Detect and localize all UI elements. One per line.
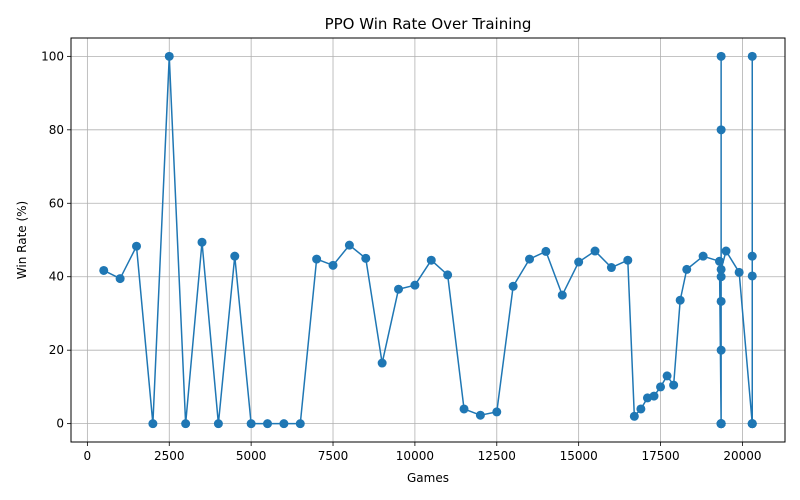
x-tick-label: 2500 [154, 449, 185, 463]
y-axis-label: Win Rate (%) [15, 201, 29, 279]
data-point [606, 263, 616, 273]
data-point [377, 358, 387, 368]
data-point [115, 274, 125, 284]
x-axis-label: Games [407, 471, 449, 485]
data-point [682, 264, 692, 274]
data-point [197, 237, 207, 247]
x-tick-label: 10000 [396, 449, 434, 463]
y-tick-label: 100 [41, 49, 64, 63]
data-point [99, 265, 109, 275]
data-point [132, 241, 142, 251]
x-tick-label: 12500 [478, 449, 516, 463]
y-axis-ticks: 0 20 40 60 80 100 [41, 49, 71, 431]
data-point [525, 254, 535, 264]
data-point [328, 260, 338, 270]
data-point [747, 51, 757, 61]
data-point [721, 246, 731, 256]
data-point [623, 255, 633, 265]
data-point [148, 419, 158, 429]
series-win-rate [99, 51, 757, 429]
y-tick-label: 0 [56, 417, 64, 431]
y-tick-label: 60 [49, 196, 64, 210]
data-point [312, 254, 322, 264]
y-tick-label: 80 [49, 123, 64, 137]
grid [71, 38, 785, 442]
data-point [747, 271, 757, 281]
data-point [716, 419, 726, 429]
x-tick-label: 0 [84, 449, 92, 463]
x-tick-label: 7500 [318, 449, 349, 463]
x-tick-label: 5000 [236, 449, 267, 463]
data-point [541, 246, 551, 256]
y-tick-label: 40 [49, 270, 64, 284]
data-point [164, 51, 174, 61]
data-point [716, 272, 726, 282]
data-point [246, 419, 256, 429]
data-point [459, 404, 469, 414]
data-point [394, 284, 404, 294]
x-tick-label: 20000 [723, 449, 761, 463]
data-point [492, 407, 502, 417]
data-point [443, 270, 453, 280]
y-tick-label: 20 [49, 343, 64, 357]
data-point [263, 419, 273, 429]
data-point [213, 419, 223, 429]
chart-title: PPO Win Rate Over Training [325, 15, 532, 33]
data-point [747, 419, 757, 429]
data-point [716, 125, 726, 135]
data-point [574, 257, 584, 267]
data-point [508, 281, 518, 291]
data-point [181, 419, 191, 429]
data-point [636, 404, 646, 414]
data-point [557, 290, 567, 300]
x-tick-label: 17500 [641, 449, 679, 463]
data-point [716, 264, 726, 274]
data-point [698, 251, 708, 261]
data-point [361, 253, 371, 263]
data-point [716, 296, 726, 306]
data-point [662, 371, 672, 381]
data-point [475, 410, 485, 420]
data-point [344, 240, 354, 250]
data-point [295, 419, 305, 429]
data-point [675, 295, 685, 305]
data-point [279, 419, 289, 429]
data-point [669, 380, 679, 390]
plot-frame [70, 37, 786, 443]
data-point [410, 280, 420, 290]
x-tick-label: 15000 [560, 449, 598, 463]
x-axis-ticks: 0 2500 5000 7500 10000 12500 15000 17500 20000 [84, 442, 762, 463]
data-point [716, 51, 726, 61]
data-point [656, 382, 666, 392]
data-point [230, 251, 240, 261]
data-point [747, 251, 757, 261]
data-point [734, 267, 744, 277]
data-point [716, 345, 726, 355]
data-point [629, 411, 639, 421]
data-point [714, 256, 724, 266]
data-point [590, 246, 600, 256]
data-point [649, 391, 659, 401]
data-point [426, 255, 436, 265]
